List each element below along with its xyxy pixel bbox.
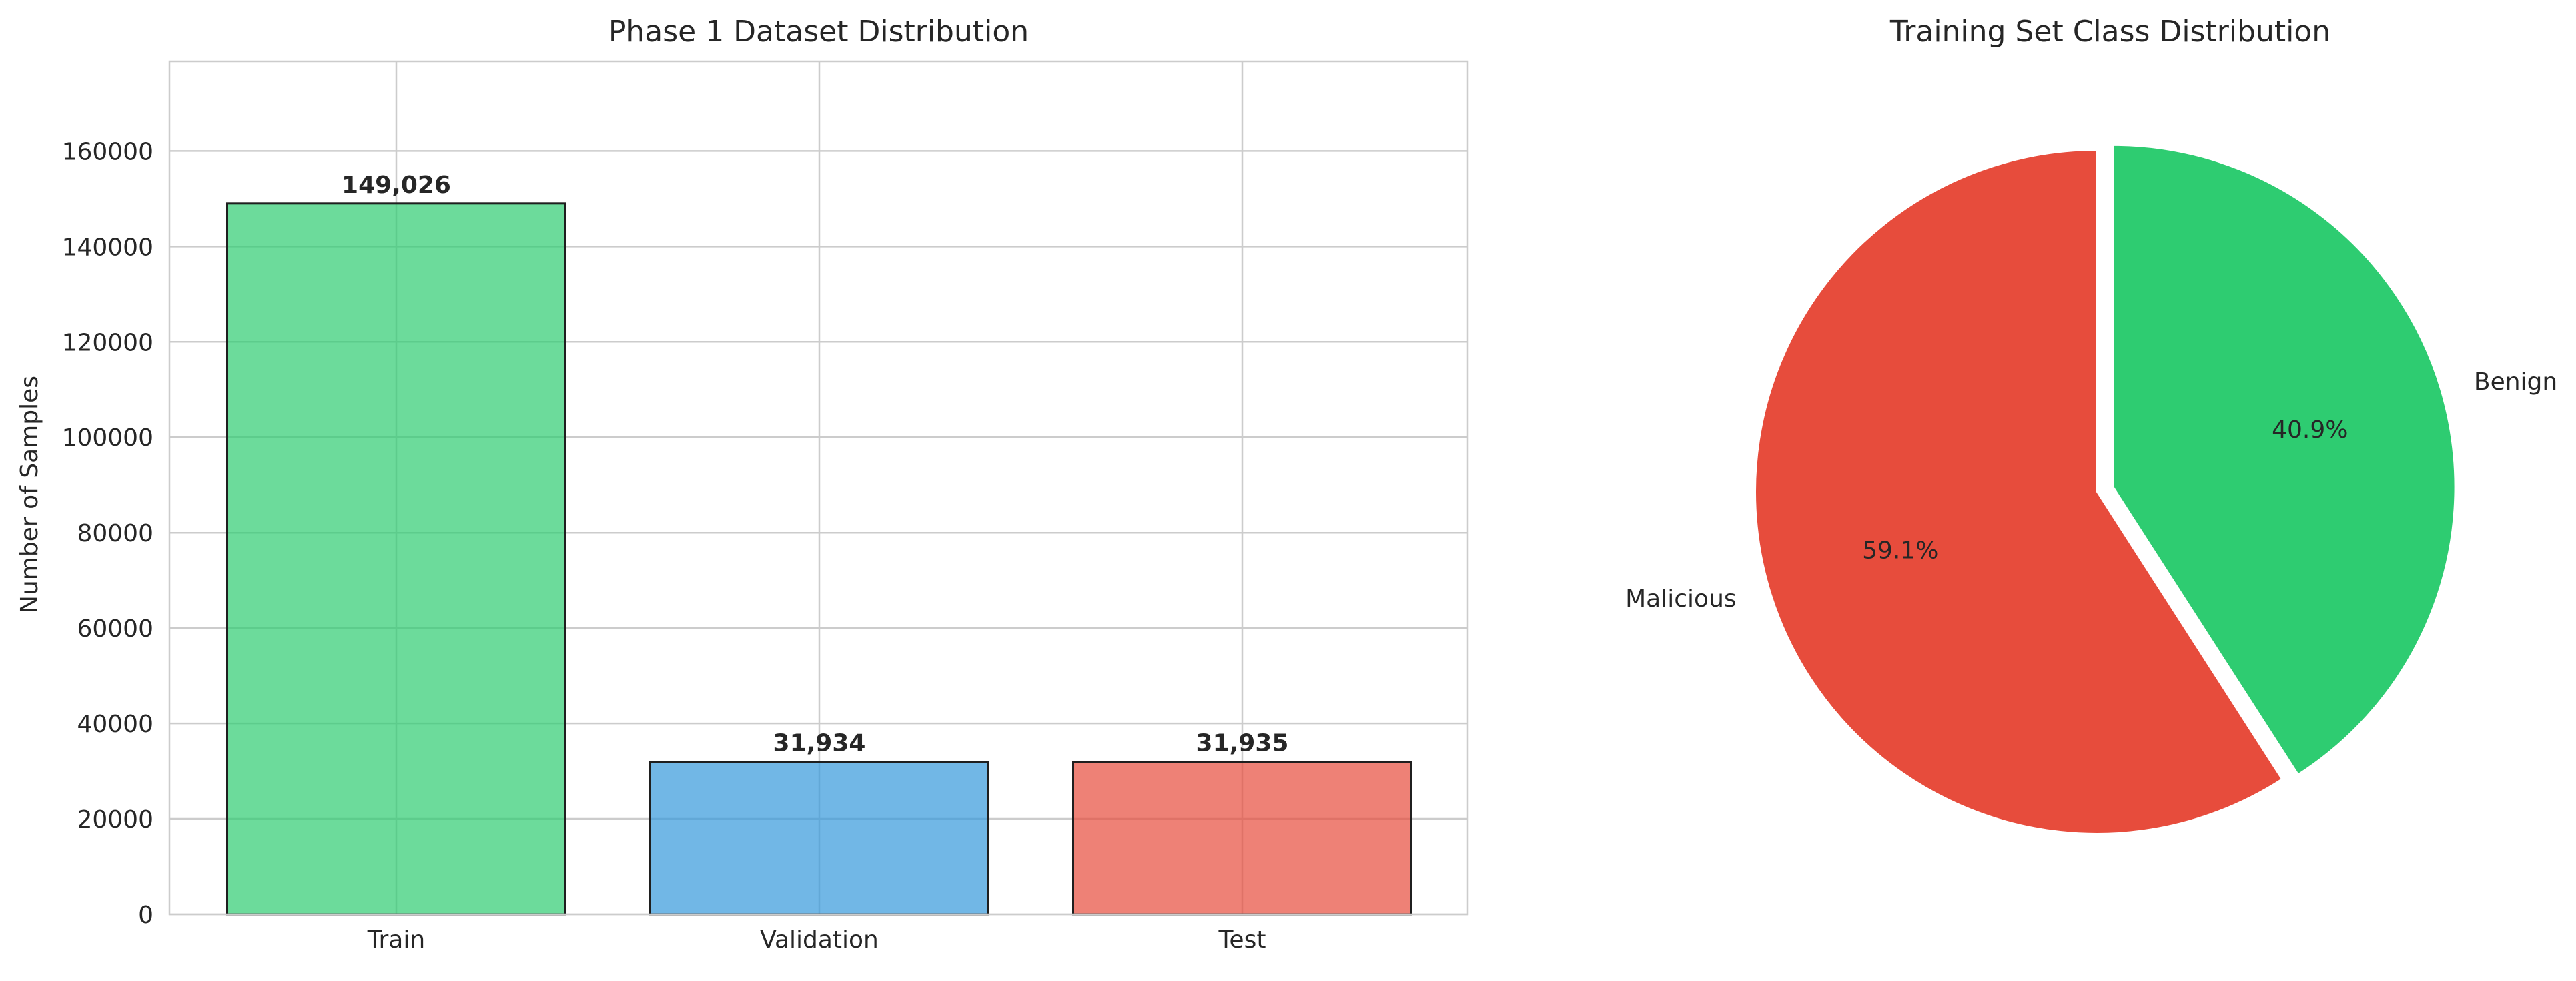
bar-value-label: 149,026: [342, 172, 451, 199]
x-tick-labels: Train Validation Test: [367, 926, 1266, 954]
x-tick-label: Train: [367, 926, 425, 954]
pie-chart-title: Training Set Class Distribution: [1889, 15, 2330, 49]
y-tick-label: 80000: [77, 520, 153, 547]
bars: [226, 202, 1412, 916]
x-tick-label: Test: [1218, 926, 1266, 954]
bar-chart-title: Phase 1 Dataset Distribution: [608, 15, 1029, 49]
pie-slice-malicious: [1755, 149, 2283, 834]
bar-validation: [649, 761, 989, 916]
y-tick-label: 20000: [77, 806, 153, 834]
bar-value-labels: 149,026 31,934 31,935: [342, 172, 1288, 757]
bar-value-label: 31,935: [1196, 730, 1289, 757]
pie-slices: [1755, 144, 2456, 834]
y-tick-label: 60000: [77, 615, 153, 643]
pie-percent-label: 40.9%: [2272, 416, 2348, 444]
pie-slice-benign: [2112, 144, 2456, 775]
pie-percent-labels: 59.1% 40.9%: [1862, 416, 2348, 564]
bar-train: [226, 202, 566, 916]
bar-test: [1072, 761, 1412, 916]
x-tick-label: Validation: [760, 926, 879, 954]
bar-chart: Phase 1 Dataset Distribution Number of S…: [16, 15, 1469, 954]
pie-label-malicious: Malicious: [1625, 585, 1737, 613]
pie-percent-label: 59.1%: [1862, 537, 1938, 565]
y-axis-label: Number of Samples: [16, 376, 43, 613]
plot-frame: [168, 60, 1469, 916]
pie-labels: Malicious Benign: [1625, 368, 2557, 613]
y-tick-label: 0: [138, 902, 153, 929]
y-tick-label: 140000: [62, 234, 153, 261]
y-tick-label: 40000: [77, 711, 153, 738]
y-tick-label: 120000: [62, 329, 153, 356]
pie-chart: Training Set Class Distribution Maliciou…: [1625, 15, 2557, 834]
bar-value-label: 31,934: [773, 730, 866, 757]
y-tick-labels: 0 20000 40000 60000 80000 100000 120000 140000 1…: [62, 138, 153, 929]
y-tick-label: 160000: [62, 138, 153, 166]
pie-label-benign: Benign: [2474, 368, 2557, 396]
y-tick-label: 100000: [62, 424, 153, 452]
